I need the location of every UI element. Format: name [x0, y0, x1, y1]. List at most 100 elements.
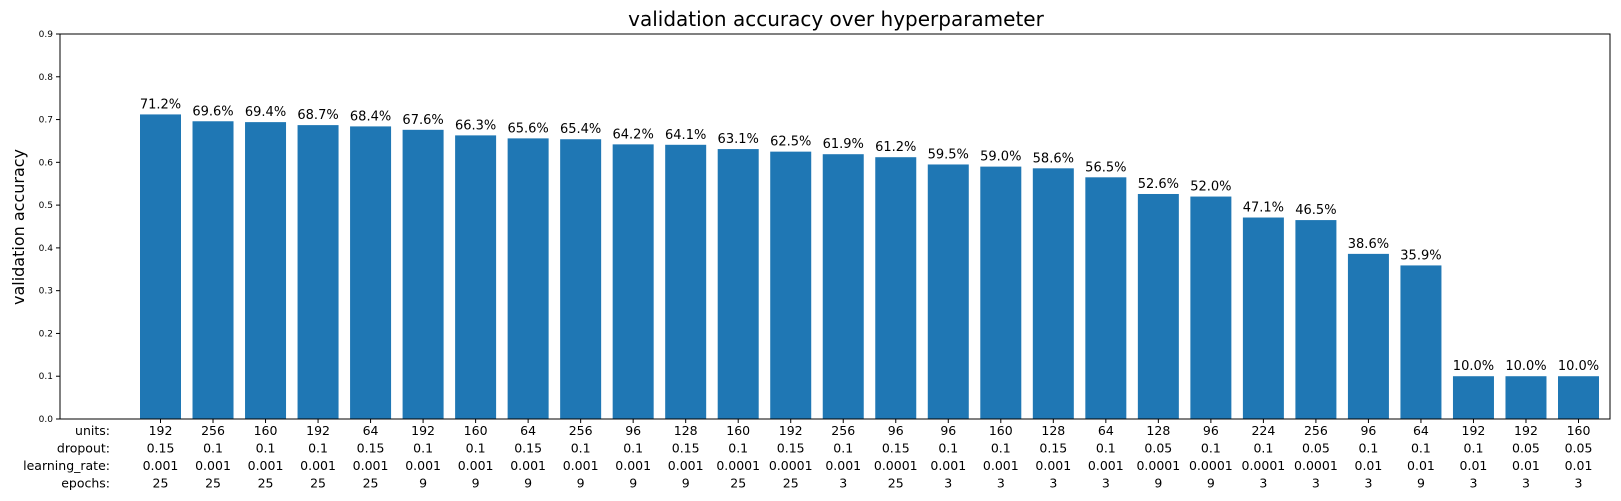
bar-value-label: 10.0%	[1505, 359, 1546, 374]
x-tick-label: 25	[205, 476, 221, 491]
x-tick-label: 0.001	[248, 458, 284, 473]
x-tick-label: 0.15	[672, 441, 700, 456]
x-tick-label: 25	[258, 476, 274, 491]
x-tick-label: 3	[1312, 476, 1320, 491]
x-tick-label: 0.001	[353, 458, 389, 473]
bar-value-label: 63.1%	[718, 132, 759, 147]
bar-value-label: 66.3%	[455, 118, 496, 133]
bar-value-label: 56.5%	[1085, 160, 1126, 175]
x-tick-label: 0.001	[930, 458, 966, 473]
bar-value-label: 59.0%	[980, 150, 1021, 165]
x-tick-label: 64	[520, 423, 536, 438]
bar	[1032, 168, 1074, 419]
bar	[1242, 217, 1284, 419]
x-tick-label: 160	[1567, 423, 1591, 438]
x-tick-label: 160	[464, 423, 488, 438]
x-tick-label: 0.001	[615, 458, 651, 473]
x-tick-label: 25	[888, 476, 904, 491]
x-tick-label: 9	[1207, 476, 1215, 491]
x-tick-label: 3	[944, 476, 952, 491]
bar	[560, 139, 602, 419]
x-tick-label: 0.1	[728, 441, 748, 456]
x-tick-label: 96	[940, 423, 956, 438]
y-axis-label: validation accuracy	[9, 149, 28, 305]
x-tick-label: 0.1	[466, 441, 486, 456]
x-tick-label: 0.01	[1512, 458, 1540, 473]
x-tick-label: 0.0001	[1189, 458, 1233, 473]
x-tick-label: 0.05	[1144, 441, 1172, 456]
x-tick-label: 0.001	[983, 458, 1019, 473]
x-tick-label: 0.0001	[1136, 458, 1180, 473]
x-tick-label: 0.1	[833, 441, 853, 456]
y-tick-label: 0.5	[39, 201, 53, 211]
x-tick-label: 3	[1469, 476, 1477, 491]
bar	[350, 126, 392, 420]
x-tick-label: 0.0001	[769, 458, 813, 473]
x-tick-label: 128	[674, 423, 698, 438]
x-tick-label: 3	[1522, 476, 1530, 491]
x-tick-label: 25	[783, 476, 799, 491]
bar-value-label: 10.0%	[1453, 359, 1494, 374]
x-tick-label: 0.1	[203, 441, 223, 456]
bar-value-label: 71.2%	[140, 97, 181, 112]
x-row-header: learning_rate:	[23, 458, 110, 473]
x-tick-label: 0.01	[1565, 458, 1593, 473]
y-tick-label: 0.3	[39, 287, 53, 297]
bar-value-label: 59.5%	[928, 147, 969, 162]
x-tick-label: 0.01	[1460, 458, 1488, 473]
x-tick-label: 96	[888, 423, 904, 438]
x-tick-label: 160	[989, 423, 1013, 438]
x-tick-label: 64	[363, 423, 379, 438]
x-tick-label: 3	[1364, 476, 1372, 491]
x-row-header: dropout:	[57, 441, 110, 456]
x-tick-label: 192	[306, 423, 330, 438]
x-tick-label: 0.001	[825, 458, 861, 473]
x-tick-label: 0.1	[413, 441, 433, 456]
x-tick-label: 9	[524, 476, 532, 491]
x-tick-label: 25	[310, 476, 326, 491]
x-tick-label: 0.1	[1201, 441, 1221, 456]
bar-value-label: 52.6%	[1138, 177, 1179, 192]
bar	[1137, 193, 1179, 419]
x-tick-label: 0.1	[1358, 441, 1378, 456]
x-tick-label: 0.01	[1355, 458, 1383, 473]
x-tick-label: 9	[682, 476, 690, 491]
x-tick-label: 0.0001	[716, 458, 760, 473]
bars	[140, 114, 1599, 420]
x-tick-label: 256	[201, 423, 225, 438]
x-tick-label: 0.001	[668, 458, 704, 473]
y-tick-label: 0.4	[39, 244, 54, 254]
x-tick-label: 128	[1041, 423, 1065, 438]
bar	[1190, 196, 1232, 419]
x-tick-label: 0.1	[1411, 441, 1431, 456]
bar	[927, 164, 969, 419]
y-tick-label: 0.8	[39, 73, 54, 83]
x-tick-label: 0.1	[1464, 441, 1484, 456]
bar-value-label: 35.9%	[1400, 248, 1441, 263]
x-tick-label: 0.001	[195, 458, 231, 473]
y-tick-label: 0.2	[39, 329, 53, 339]
x-tick-label: 256	[569, 423, 593, 438]
bar-value-label: 64.2%	[613, 127, 654, 142]
x-tick-label: 0.15	[1039, 441, 1067, 456]
x-tick-label: 192	[779, 423, 803, 438]
x-tick-label: 9	[629, 476, 637, 491]
x-tick-label: 9	[419, 476, 427, 491]
bar	[245, 122, 287, 419]
bar-value-label: 68.4%	[350, 109, 391, 124]
x-tick-label: 256	[1304, 423, 1328, 438]
x-tick-label: 192	[149, 423, 173, 438]
y-tick-label: 0.1	[39, 372, 53, 382]
bar	[1347, 253, 1389, 419]
bar	[717, 149, 759, 420]
x-tick-label: 0.0001	[1242, 458, 1286, 473]
x-tick-label: 9	[1154, 476, 1162, 491]
x-tick-label: 3	[839, 476, 847, 491]
bar	[612, 144, 654, 419]
x-axis-category-labels: 192 0.15 0.001 25 256 0.1 0.001 25 160 0.1 0.001 25…	[143, 419, 1593, 491]
x-tick-label: 0.1	[256, 441, 276, 456]
x-tick-label: 0.001	[458, 458, 494, 473]
x-tick-label: 160	[254, 423, 278, 438]
y-tick-label: 0.0	[39, 415, 54, 425]
x-tick-label: 0.15	[777, 441, 805, 456]
